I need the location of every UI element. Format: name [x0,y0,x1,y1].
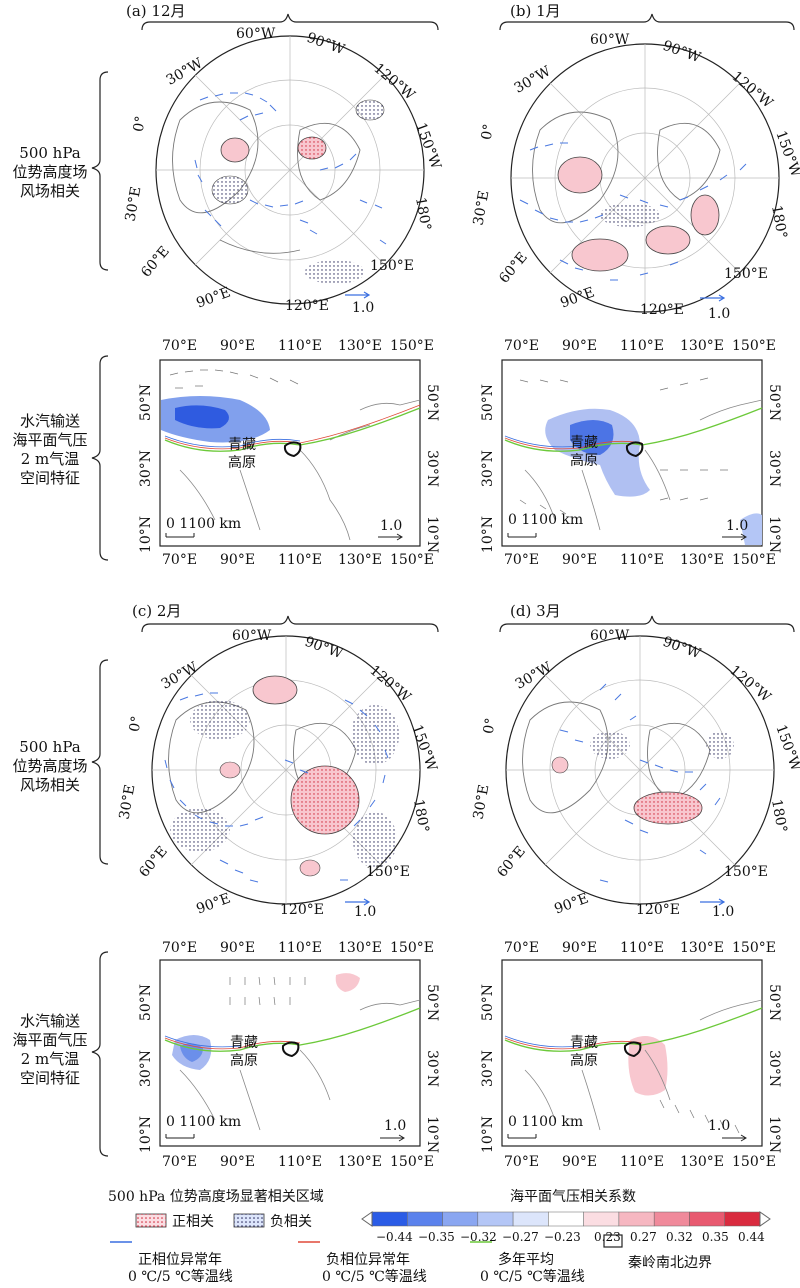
colorbar-cell [442,1211,479,1227]
scale-bar-b: 0 1100 km [508,512,584,528]
brace-left-4 [91,951,109,1157]
colorbar-cell [371,1211,408,1227]
vector-ref-d: 1.0 [708,1118,731,1134]
legend-qinling-swatch [603,1234,623,1248]
polar-map-b [510,43,780,313]
colorbar-cell [724,1211,761,1227]
brace-left-1 [91,71,109,271]
legend-line-mean-text: 多年平均 0 ℃/5 ℃等温线 [480,1252,585,1285]
brace-top-d [499,615,795,633]
regional-map-a [159,359,421,547]
legend-slp-title: 海平面气压相关系数 [510,1189,636,1205]
colorbar-cell [512,1211,549,1227]
plateau-label-b: 青藏 [570,435,598,451]
polar-map-c [151,635,421,906]
brace-left-2 [91,355,109,561]
colorbar-cell [477,1211,514,1227]
colorbar-cell [653,1211,690,1227]
row-label-polar-2: 500 hPa 位势高度场 风场相关 [12,738,88,794]
polar-map-a [155,35,425,305]
legend-line-neg-text: 负相位异常年 0 ℃/5 ℃等温线 [322,1252,427,1285]
regional-map-b [501,359,763,547]
legend-qinling-text: 秦岭南北边界 [628,1255,712,1271]
panel-c-title: (c) 2月 [132,602,182,620]
legend-line-pos-text: 正相位异常年 0 ℃/5 ℃等温线 [128,1252,233,1285]
colorbar-cell [689,1211,725,1227]
vector-ref-b: 1.0 [726,518,749,534]
panel-d-title: (d) 3月 [510,602,561,620]
plateau-label-c: 青藏 [230,1035,258,1051]
brace-top-c [141,615,439,633]
row-label-polar-1: 500 hPa 位势高度场 风场相关 [12,144,88,200]
brace-top-b [499,13,795,31]
scale-bar-d: 0 1100 km [508,1114,584,1130]
panel-a-title: (a) 12月 [126,2,186,20]
colorbar-cell [618,1211,655,1227]
slp-colorbar [361,1211,771,1227]
regional-map-c [159,959,421,1147]
brace-top-a [141,13,439,31]
polar-map-d [505,635,775,906]
legend-sig-title: 500 hPa 位势高度场显著相关区域 [108,1189,324,1205]
scale-bar-a: 0 1100 km [166,516,242,532]
plateau-label-a: 青藏 [228,437,256,453]
vector-ref-c: 1.0 [384,1118,407,1134]
colorbar-cell [583,1211,620,1227]
panel-b-title: (b) 1月 [510,2,561,20]
colorbar-cell [407,1211,443,1227]
vector-ref-a: 1.0 [380,518,403,534]
brace-left-3 [91,659,109,865]
colorbar-cell [548,1211,584,1227]
regional-map-d [501,959,763,1147]
row-label-regional-2: 水汽输送 海平面气压 2 m气温 空间特征 [12,1012,88,1087]
colorbar-ends [361,1211,771,1227]
row-label-regional-1: 水汽输送 海平面气压 2 m气温 空间特征 [12,412,88,487]
legend-neg-label: 负相关 [270,1214,312,1230]
plateau-label-d: 青藏 [570,1035,598,1051]
colorbar-labels: −0.44 −0.35 −0.32 −0.27 −0.23 0.23 0.27 … [376,1230,765,1244]
scale-bar-c: 0 1100 km [166,1114,242,1130]
legend-pos-label: 正相关 [172,1214,214,1230]
